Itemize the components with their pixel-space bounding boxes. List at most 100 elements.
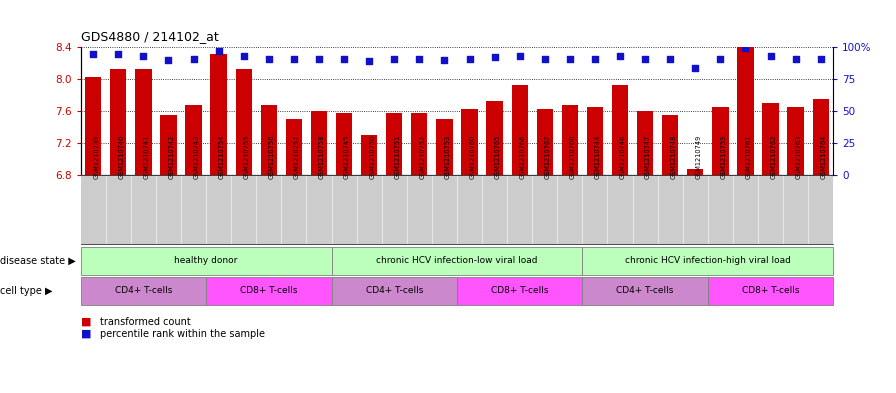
Text: GSM1210766: GSM1210766 [520,134,526,179]
Text: GSM1210757: GSM1210757 [294,134,300,179]
Bar [85,77,101,175]
Bar [286,119,302,175]
Point [788,55,803,62]
Point [111,50,125,57]
Text: GSM1210743: GSM1210743 [194,134,200,179]
Bar [436,119,452,175]
Text: GSM1210751: GSM1210751 [394,134,401,179]
Text: CD8+ T-cells: CD8+ T-cells [491,286,548,295]
Text: percentile rank within the sample: percentile rank within the sample [100,329,265,339]
Point [563,55,577,62]
Bar [512,85,528,175]
Bar [461,108,478,175]
Text: transformed count: transformed count [100,317,191,327]
Text: GSM1210754: GSM1210754 [219,134,225,179]
Text: GSM1210756: GSM1210756 [269,134,275,179]
Text: GSM1210753: GSM1210753 [444,134,451,179]
Text: GSM1210768: GSM1210768 [570,134,576,179]
Bar [788,107,804,175]
Bar [537,109,553,175]
Bar [637,111,653,175]
Point [86,50,100,57]
Text: GSM1210761: GSM1210761 [745,134,752,179]
Point [613,53,627,59]
Bar [336,113,352,175]
Text: GSM1210750: GSM1210750 [369,134,375,179]
Text: GSM1210760: GSM1210760 [470,134,476,179]
Text: GSM1210759: GSM1210759 [720,134,727,179]
Bar [386,113,402,175]
Point [437,57,452,63]
Point [312,55,326,62]
Point [487,54,502,61]
Text: GSM1210746: GSM1210746 [620,134,626,179]
Point [738,45,753,51]
Text: GSM1210745: GSM1210745 [344,134,350,179]
Text: healthy donor: healthy donor [175,257,237,265]
Text: GSM1210755: GSM1210755 [244,134,250,179]
Text: GSM1210744: GSM1210744 [595,134,601,179]
Point [688,64,702,71]
Point [362,58,376,64]
Text: GDS4880 / 214102_at: GDS4880 / 214102_at [81,30,219,43]
Point [538,55,552,62]
Bar [411,113,427,175]
Text: GSM1210765: GSM1210765 [495,134,501,179]
Text: CD8+ T-cells: CD8+ T-cells [742,286,799,295]
Text: CD4+ T-cells: CD4+ T-cells [366,286,423,295]
Bar [737,47,754,175]
Text: GSM1210747: GSM1210747 [645,134,651,179]
Point [814,55,828,62]
Text: GSM1210763: GSM1210763 [796,134,802,179]
Bar [236,69,252,175]
Bar [160,115,177,175]
Point [638,55,652,62]
Point [763,53,778,59]
Bar [311,111,327,175]
Text: GSM1210767: GSM1210767 [545,134,551,179]
Text: GSM1210762: GSM1210762 [771,134,777,179]
Text: CD4+ T-cells: CD4+ T-cells [115,286,172,295]
Text: disease state ▶: disease state ▶ [0,256,76,266]
Text: GSM1210740: GSM1210740 [118,134,125,179]
Point [136,53,151,59]
Text: GSM1210752: GSM1210752 [419,134,426,179]
Point [462,55,477,62]
Text: CD8+ T-cells: CD8+ T-cells [240,286,297,295]
Text: GSM1210764: GSM1210764 [821,134,827,179]
Text: ■: ■ [81,317,91,327]
Bar [135,69,151,175]
Bar [110,69,126,175]
Point [262,55,276,62]
Bar [813,99,829,175]
Point [287,55,301,62]
Text: CD4+ T-cells: CD4+ T-cells [616,286,674,295]
Bar [712,107,728,175]
Point [713,55,728,62]
Point [186,55,201,62]
Text: chronic HCV infection-high viral load: chronic HCV infection-high viral load [625,257,791,265]
Point [161,57,176,63]
Point [588,55,602,62]
Text: GSM1210739: GSM1210739 [93,135,99,179]
Text: GSM1210758: GSM1210758 [319,134,325,179]
Point [387,55,401,62]
Bar [487,101,503,175]
Bar [562,105,578,175]
Bar [211,53,227,175]
Text: GSM1210749: GSM1210749 [695,134,702,179]
Point [663,55,677,62]
Bar [587,107,603,175]
Text: GSM1210742: GSM1210742 [168,134,175,179]
Bar [361,135,377,175]
Text: GSM1210741: GSM1210741 [143,134,150,179]
Point [211,48,226,54]
Text: GSM1210748: GSM1210748 [670,134,676,179]
Text: ■: ■ [81,329,91,339]
Point [337,55,351,62]
Bar [762,103,779,175]
Text: chronic HCV infection-low viral load: chronic HCV infection-low viral load [376,257,538,265]
Bar [185,105,202,175]
Point [237,53,251,59]
Point [513,53,527,59]
